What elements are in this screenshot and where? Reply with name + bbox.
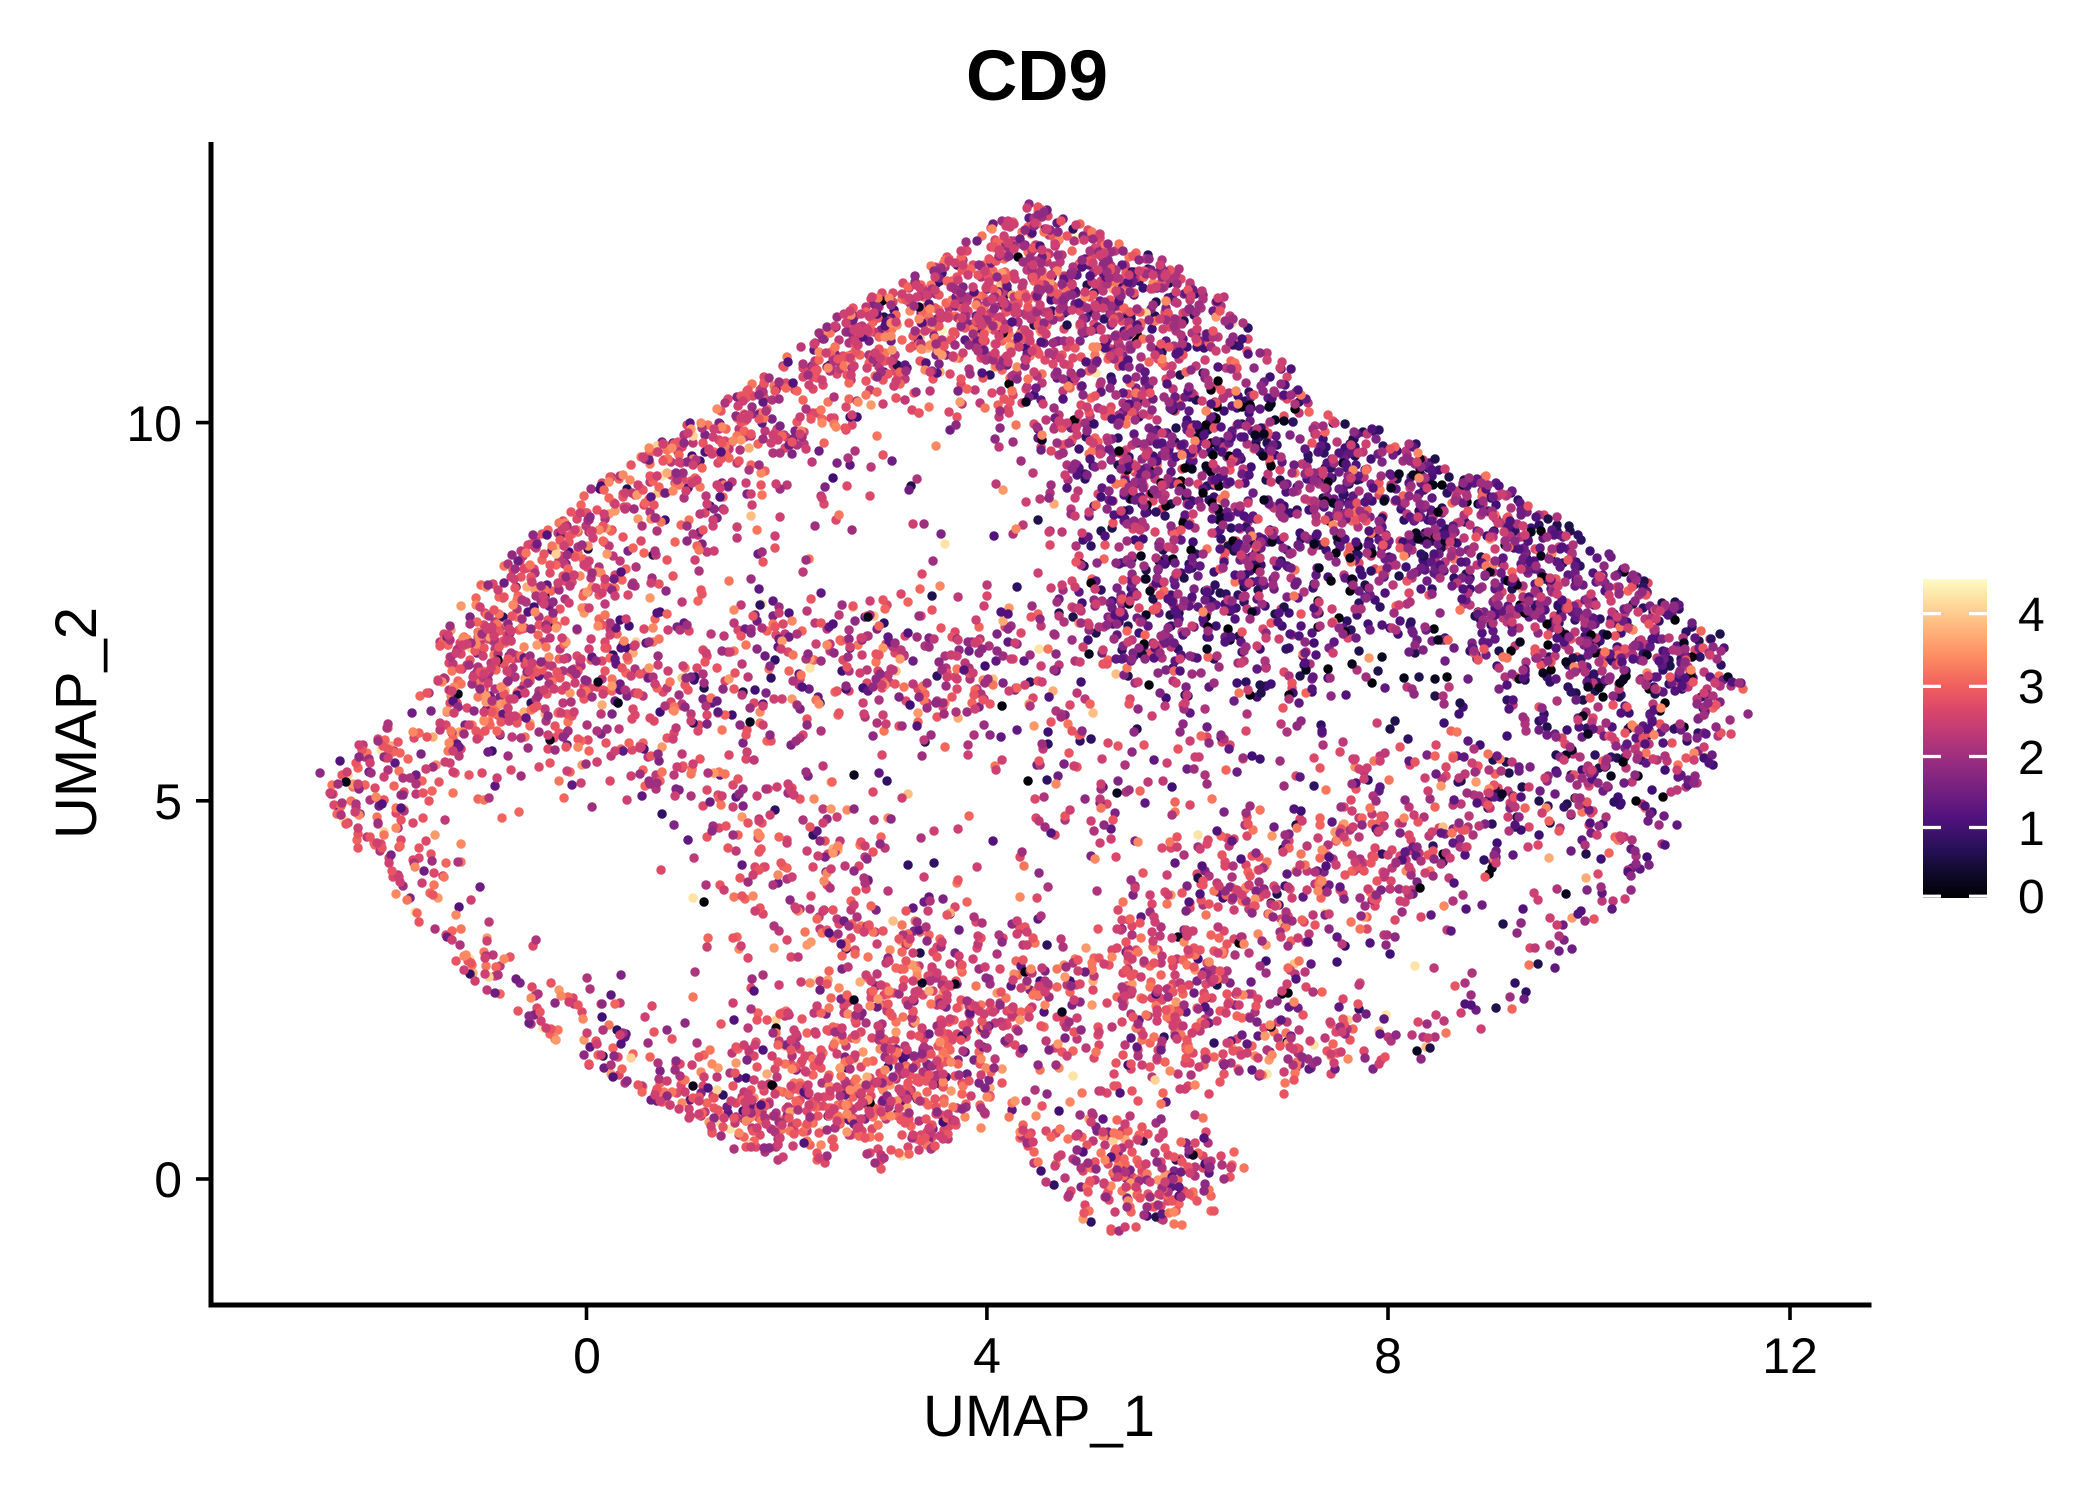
svg-text:4: 4: [2018, 589, 2045, 642]
svg-text:0: 0: [154, 1152, 182, 1208]
svg-text:UMAP_2: UMAP_2: [44, 607, 109, 839]
svg-text:0: 0: [2018, 871, 2045, 924]
svg-text:12: 12: [1762, 1328, 1818, 1384]
svg-text:4: 4: [973, 1328, 1001, 1384]
svg-text:0: 0: [573, 1328, 601, 1384]
svg-text:8: 8: [1374, 1328, 1402, 1384]
svg-text:CD9: CD9: [966, 37, 1108, 116]
svg-text:10: 10: [126, 396, 182, 452]
svg-text:1: 1: [2018, 803, 2045, 856]
svg-text:2: 2: [2018, 732, 2045, 785]
svg-text:UMAP_1: UMAP_1: [923, 1384, 1155, 1449]
svg-text:3: 3: [2018, 661, 2045, 714]
svg-text:5: 5: [154, 774, 182, 830]
